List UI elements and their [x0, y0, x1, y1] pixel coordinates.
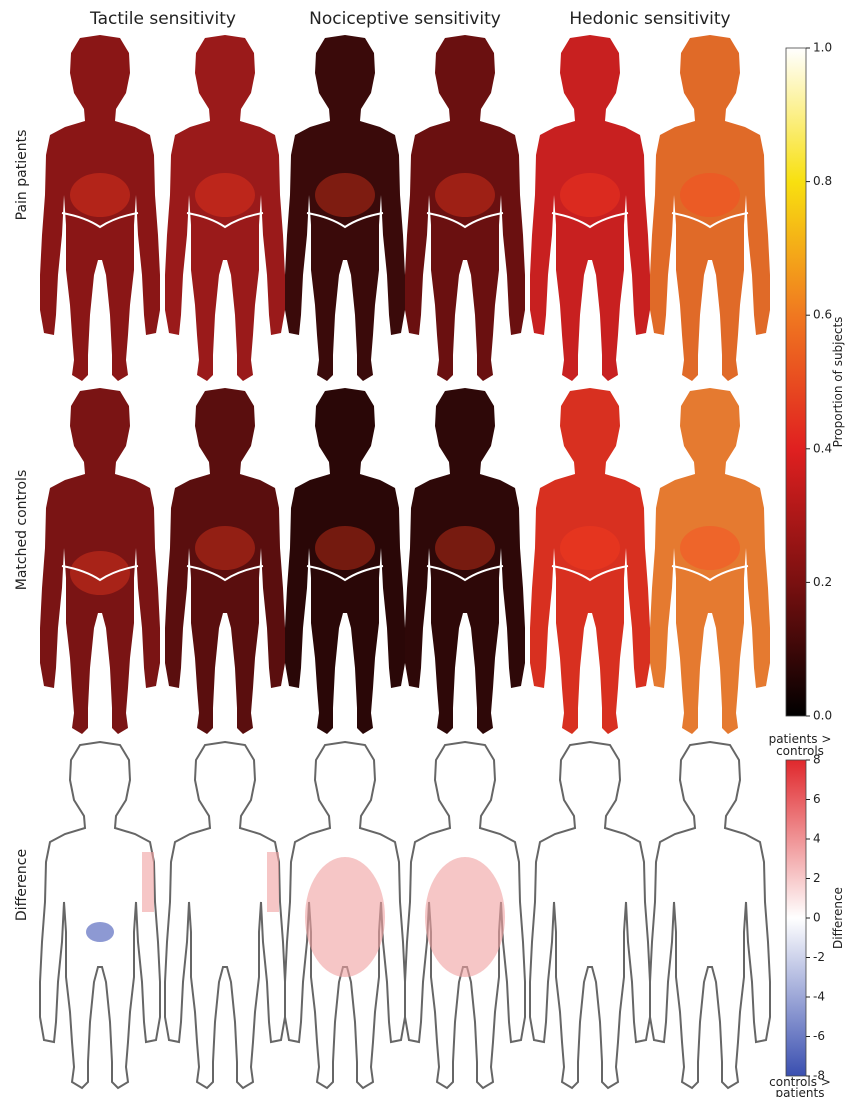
colorbar	[785, 47, 807, 717]
body-map	[164, 740, 286, 1090]
colorbar	[785, 759, 807, 1077]
body	[165, 35, 285, 381]
tick-label: 0	[813, 911, 821, 925]
heat-region	[195, 526, 255, 570]
tick-label: 0.6	[813, 308, 832, 322]
body-map	[650, 388, 770, 734]
difference-region	[142, 852, 154, 912]
tick-label: 4	[813, 832, 821, 846]
heat-region	[560, 173, 620, 217]
body	[650, 388, 770, 734]
body	[39, 740, 161, 1090]
body	[164, 740, 286, 1090]
heat-region	[435, 526, 495, 570]
outline-mark	[186, 565, 264, 582]
outline-mark	[61, 212, 139, 229]
body-map	[650, 35, 770, 381]
body	[529, 740, 651, 1090]
body	[165, 388, 285, 734]
body-map	[284, 740, 406, 1090]
heat-region	[435, 173, 495, 217]
body	[285, 388, 405, 734]
body	[285, 35, 405, 381]
colorbar-end-label: patients	[776, 1086, 825, 1097]
body	[650, 35, 770, 381]
heat-region	[560, 526, 620, 570]
outline-mark	[426, 565, 504, 582]
difference-region	[425, 857, 505, 977]
body	[649, 740, 771, 1090]
heat-region	[70, 173, 130, 217]
body-map	[529, 740, 651, 1090]
row-label: Pain patients	[14, 130, 30, 221]
body-map	[285, 388, 405, 734]
difference-region	[305, 857, 385, 977]
body	[40, 388, 160, 734]
column-title: Tactile sensitivity	[89, 9, 236, 29]
colorbar-end-label: controls	[776, 744, 824, 758]
row-label: Matched controls	[14, 470, 30, 591]
tick-label: 8	[813, 753, 821, 767]
tick-label: -2	[813, 950, 825, 964]
outline-mark	[551, 212, 629, 229]
heat-region	[680, 173, 740, 217]
outline-mark	[61, 565, 139, 582]
outline-mark	[671, 212, 749, 229]
colorbars: 0.0 0.2 0.4 0.6 0.8 1.0 Proportion of subjects…	[769, 41, 845, 1101]
body	[405, 388, 525, 734]
body-map	[649, 740, 771, 1090]
colorbar-end-label: patients >	[769, 732, 832, 746]
heat-region	[315, 526, 375, 570]
tick-label: 2	[813, 871, 821, 885]
outline-mark	[551, 565, 629, 582]
outline-mark	[306, 565, 384, 582]
tick-label: -6	[813, 1029, 825, 1043]
tick-label: 0.0	[813, 709, 832, 723]
body-map	[165, 388, 285, 734]
body-map	[404, 740, 526, 1090]
colorbar-label: Difference	[831, 887, 845, 949]
body-map	[39, 740, 161, 1090]
tick-label: 0.8	[813, 174, 832, 188]
heat-region	[315, 173, 375, 217]
tick-label: -8	[813, 1069, 825, 1083]
body-map	[165, 35, 285, 381]
difference-region	[86, 922, 114, 942]
column-title: Nociceptive sensitivity	[309, 9, 501, 29]
heat-region	[680, 526, 740, 570]
body	[405, 35, 525, 381]
body	[530, 35, 650, 381]
colorbar-label: Proportion of subjects	[831, 317, 845, 448]
body-map	[40, 35, 160, 381]
body-map	[530, 35, 650, 381]
body-map	[40, 388, 160, 734]
body	[530, 388, 650, 734]
tick-label: 6	[813, 792, 821, 806]
outline-mark	[671, 565, 749, 582]
tick-label: -4	[813, 990, 825, 1004]
body-map	[405, 388, 525, 734]
outline-mark	[306, 212, 384, 229]
outline-mark	[426, 212, 504, 229]
tick-label: 0.2	[813, 575, 832, 589]
heat-region	[195, 173, 255, 217]
body-map	[285, 35, 405, 381]
tick-label: 1.0	[813, 41, 832, 55]
body	[40, 35, 160, 381]
heat-region	[70, 551, 130, 595]
colorbar-end-label: controls >	[769, 1075, 831, 1089]
body-map	[405, 35, 525, 381]
body-maps	[39, 35, 771, 1090]
row-label: Difference	[14, 849, 30, 921]
outline-mark	[186, 212, 264, 229]
column-title: Hedonic sensitivity	[569, 9, 730, 29]
difference-region	[267, 852, 279, 912]
tick-label: 0.4	[813, 441, 832, 455]
body-map	[530, 388, 650, 734]
